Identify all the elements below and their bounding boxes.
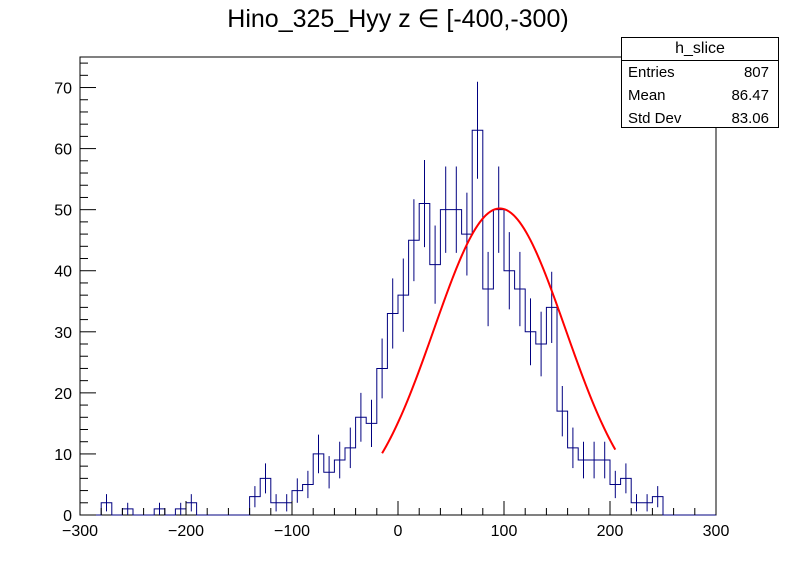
y-tick-label: 60 [54,142,72,159]
stats-value: 807 [743,64,769,81]
fit-curve [381,207,617,454]
y-tick-label: 40 [54,264,72,281]
stats-label: Std Dev [628,110,682,127]
x-tick-label: 0 [394,523,403,540]
x-axis: −300 −200 −100 0 100 200 300 [62,501,729,540]
stats-row-mean: Mean 86.47 [622,84,778,107]
y-tick-label: 10 [54,447,72,464]
histogram-outline [80,129,716,516]
chart-title: Hino_325_Hyy z ∈ [-400,-300) [227,5,569,33]
x-tick-label: −300 [62,523,98,540]
x-tick-label: 300 [703,523,730,540]
stats-value: 86.47 [731,87,769,104]
fit-series [381,207,617,454]
x-tick-label: 200 [597,523,624,540]
y-tick-label: 50 [54,203,72,220]
y-tick-label: 30 [54,325,72,342]
stats-label: Mean [628,87,666,104]
histogram-series [80,81,716,516]
stats-box: h_slice Entries 807 Mean 86.47 Std Dev 8… [621,37,779,128]
x-tick-label: 100 [491,523,518,540]
y-tick-label: 70 [54,81,72,98]
x-tick-label: −100 [274,523,310,540]
stats-value: 83.06 [731,110,769,127]
y-axis: 0 10 20 30 40 50 60 70 [54,62,96,525]
stats-label: Entries [628,64,675,81]
stats-row-stddev: Std Dev 83.06 [622,107,778,130]
stats-row-entries: Entries 807 [622,61,778,84]
x-tick-label: −200 [168,523,204,540]
y-tick-label: 20 [54,386,72,403]
y-tick-label: 0 [63,508,72,525]
stats-title: h_slice [622,38,778,61]
